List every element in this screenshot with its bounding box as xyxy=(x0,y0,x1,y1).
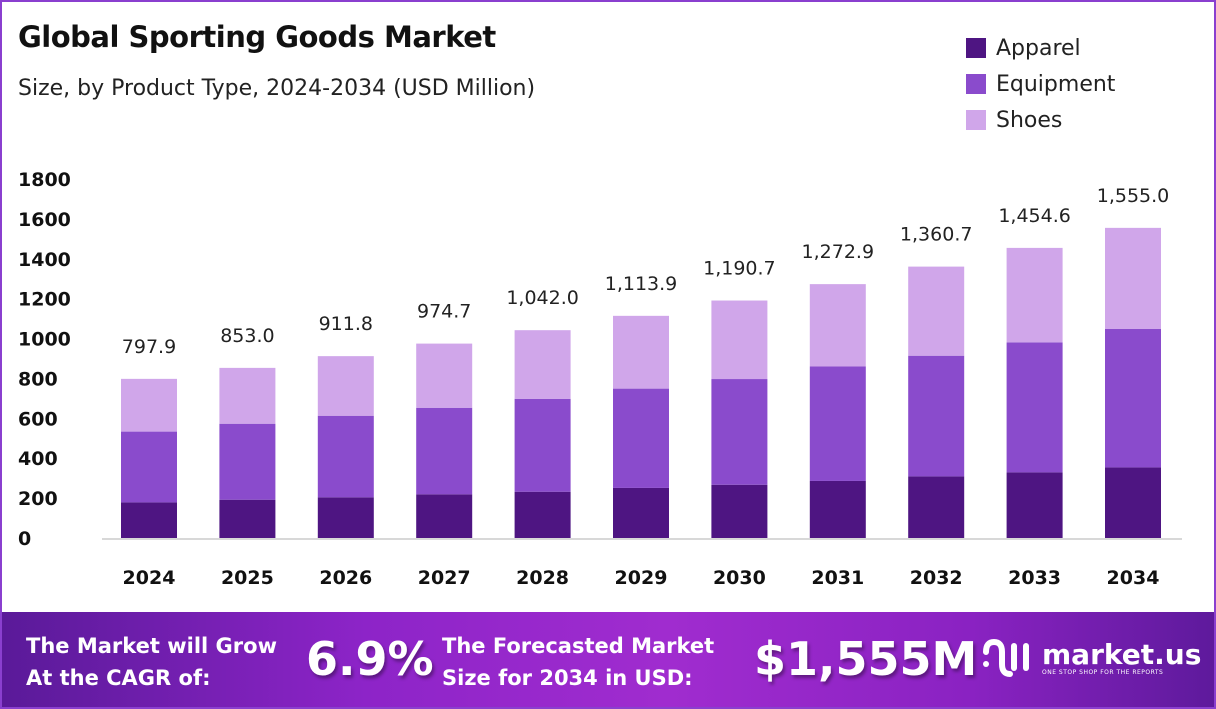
legend-item-shoes: Shoes xyxy=(966,102,1115,138)
bar-segment-apparel xyxy=(613,487,669,538)
total-label: 797.9 xyxy=(122,336,176,358)
bar-segment-equipment xyxy=(809,366,866,481)
bar-segment-shoes xyxy=(711,300,768,380)
market-us-logo: market.us ONE STOP SHOP FOR THE REPORTS xyxy=(982,638,1201,678)
bar-segment-apparel xyxy=(416,494,473,538)
total-label: 911.8 xyxy=(319,313,373,335)
bar-segment-shoes xyxy=(416,343,473,408)
legend-swatch-shoes xyxy=(966,110,986,130)
bar-segment-apparel xyxy=(514,491,571,538)
bar-segment-shoes xyxy=(1006,247,1063,343)
legend: Apparel Equipment Shoes xyxy=(966,30,1115,138)
y-tick-label: 1400 xyxy=(18,249,71,271)
total-label: 1,454.6 xyxy=(998,205,1071,227)
bar-segment-shoes xyxy=(613,315,669,389)
bar-segment-equipment xyxy=(1006,342,1063,473)
bar-segment-equipment xyxy=(219,423,276,500)
y-tick-label: 200 xyxy=(18,488,58,510)
total-label: 974.7 xyxy=(417,301,471,323)
summary-banner: The Market will Grow At the CAGR of: 6.9%… xyxy=(2,612,1214,707)
y-tick-label: 400 xyxy=(18,448,58,470)
bar-segment-equipment xyxy=(121,431,177,503)
x-tick-label: 2025 xyxy=(221,567,274,589)
x-tick-label: 2024 xyxy=(123,567,176,589)
bar-segment-shoes xyxy=(317,356,374,416)
legend-label: Apparel xyxy=(996,35,1081,61)
bar-segment-equipment xyxy=(908,355,965,477)
bar-segment-equipment xyxy=(1105,328,1161,468)
bar-segment-equipment xyxy=(514,398,571,492)
x-tick-label: 2027 xyxy=(418,567,471,589)
cagr-label: The Market will Grow At the CAGR of: xyxy=(26,634,277,690)
legend-item-equipment: Equipment xyxy=(966,66,1115,102)
x-tick-label: 2028 xyxy=(516,567,569,589)
total-label: 1,042.0 xyxy=(506,287,579,309)
y-tick-label: 1000 xyxy=(18,329,71,351)
bar-segment-equipment xyxy=(711,379,768,485)
total-label: 1,360.7 xyxy=(900,224,973,246)
legend-label: Shoes xyxy=(996,107,1063,133)
bar-segment-apparel xyxy=(908,476,965,538)
bar-segment-shoes xyxy=(1105,227,1161,329)
x-tick-label: 2034 xyxy=(1107,567,1160,589)
bar-segment-shoes xyxy=(219,367,276,424)
legend-swatch-apparel xyxy=(966,38,986,58)
forecast-label: The Forecasted Market Size for 2034 in US… xyxy=(442,634,715,690)
y-tick-label: 600 xyxy=(18,408,58,430)
x-tick-label: 2032 xyxy=(910,567,963,589)
bar-segment-apparel xyxy=(219,499,276,538)
bar-segment-shoes xyxy=(809,284,866,367)
bar-segment-equipment xyxy=(613,388,669,488)
logo-tagline: ONE STOP SHOP FOR THE REPORTS xyxy=(1042,668,1164,676)
legend-label: Equipment xyxy=(996,71,1116,97)
total-label: 1,555.0 xyxy=(1097,185,1170,207)
total-label: 1,272.9 xyxy=(802,241,875,263)
bar-segment-apparel xyxy=(1105,467,1161,538)
bar-segment-equipment xyxy=(317,415,374,498)
y-tick-label: 0 xyxy=(18,528,31,550)
x-tick-label: 2026 xyxy=(319,567,372,589)
y-tick-label: 1200 xyxy=(18,289,71,311)
bar-segment-apparel xyxy=(317,497,374,538)
x-tick-label: 2030 xyxy=(713,567,766,589)
bar-chart: 0 200 400 600 800 1000 1200 1400 1600 1800 797.9 20… xyxy=(18,169,1182,589)
x-tick-label: 2031 xyxy=(811,567,864,589)
bar-segment-shoes xyxy=(514,330,571,399)
forecast-value: $1,555M xyxy=(754,632,978,686)
chart-subtitle: Size, by Product Type, 2024-2034 (USD Mi… xyxy=(18,76,536,101)
legend-swatch-equipment xyxy=(966,74,986,94)
y-tick-label: 1800 xyxy=(18,169,71,191)
total-label: 1,190.7 xyxy=(703,258,776,280)
total-label: 853.0 xyxy=(220,325,274,347)
bar-segment-apparel xyxy=(1006,472,1063,538)
y-tick-label: 1600 xyxy=(18,209,71,231)
bar-segment-equipment xyxy=(416,407,473,495)
x-tick-label: 2033 xyxy=(1008,567,1061,589)
y-tick-label: 800 xyxy=(18,368,58,390)
bar-segment-apparel xyxy=(711,484,768,538)
chart-title: Global Sporting Goods Market xyxy=(18,20,496,54)
legend-item-apparel: Apparel xyxy=(966,30,1115,66)
logo-icon xyxy=(983,638,1029,677)
bar-segment-shoes xyxy=(121,378,177,432)
bar-segment-apparel xyxy=(121,502,177,538)
cagr-value: 6.9% xyxy=(306,632,434,686)
total-label: 1,113.9 xyxy=(605,273,678,295)
x-tick-label: 2029 xyxy=(615,567,668,589)
bar-segment-apparel xyxy=(809,480,866,538)
logo-text: market.us xyxy=(1042,637,1202,671)
bar-segment-shoes xyxy=(908,266,965,356)
